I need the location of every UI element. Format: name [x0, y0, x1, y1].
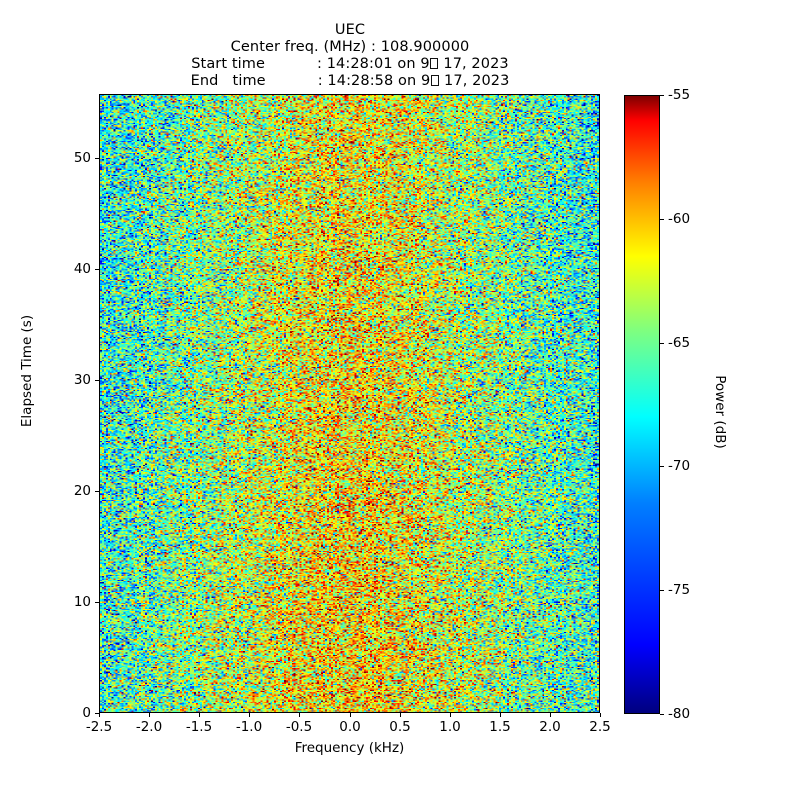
x-axis-tick-label: 0.0	[339, 719, 361, 735]
x-axis-tick-label: -1.5	[185, 719, 213, 735]
x-axis-tick	[249, 713, 250, 717]
title-start-time-tail: 17, 2023	[438, 56, 509, 72]
y-axis-tick-label: 0	[82, 705, 91, 721]
y-axis-tick	[95, 269, 99, 270]
title-end-time-label: End time	[190, 73, 266, 89]
y-axis-tick	[95, 713, 99, 714]
figure-title-block: UEC Center freq. (MHz) : 108.900000 Star…	[0, 22, 700, 90]
spectrogram-heatmap	[100, 95, 599, 712]
y-axis-tick-label: 50	[73, 150, 91, 166]
x-axis-tick	[199, 713, 200, 717]
colorbar-tick-label: -65	[668, 335, 691, 351]
y-axis-tick	[95, 602, 99, 603]
x-axis-tick	[400, 713, 401, 717]
title-start-time-label: Start time	[191, 56, 266, 72]
y-axis-tick-label: 20	[73, 483, 91, 499]
plot-axes	[99, 94, 600, 713]
x-axis-tick-label: -2.0	[135, 719, 163, 735]
x-axis-tick	[350, 713, 351, 717]
x-axis-tick-label: 2.0	[539, 719, 561, 735]
title-end-time-value: : 14:28:58 on 9	[317, 73, 431, 89]
title-station: UEC	[334, 22, 366, 38]
colorbar-tick	[660, 714, 664, 715]
colorbar-label: Power (dB)	[712, 375, 728, 449]
x-axis-tick-label: 2.5	[589, 719, 611, 735]
colorbar-tick-label: -70	[668, 458, 691, 474]
x-axis-tick	[450, 713, 451, 717]
title-end-time: End time : 14:28:58 on 9 17, 2023	[0, 73, 700, 90]
missing-glyph-icon	[430, 75, 439, 86]
x-axis-tick-label: 0.5	[389, 719, 411, 735]
x-axis-tick	[99, 713, 100, 717]
colorbar-tick-label: -60	[668, 211, 691, 227]
y-axis-tick	[95, 158, 99, 159]
missing-glyph-icon	[430, 58, 439, 69]
x-axis-tick	[299, 713, 300, 717]
x-axis-tick	[600, 713, 601, 717]
x-axis-tick-label: -1.0	[235, 719, 263, 735]
y-axis-tick	[95, 491, 99, 492]
title-start-time-value: : 14:28:01 on 9	[317, 56, 430, 72]
colorbar-tick	[660, 95, 664, 96]
x-axis-tick-label: -0.5	[285, 719, 313, 735]
x-axis-tick	[500, 713, 501, 717]
y-axis-tick-label: 40	[73, 261, 91, 277]
colorbar-tick-label: -75	[668, 582, 691, 598]
y-axis-tick-label: 10	[73, 594, 91, 610]
x-axis-tick-label: 1.5	[489, 719, 511, 735]
title-end-time-tail: 17, 2023	[439, 73, 510, 89]
title-start-time: Start time : 14:28:01 on 9 17, 2023	[0, 56, 700, 73]
x-axis-tick	[149, 713, 150, 717]
y-axis-tick-label: 30	[73, 372, 91, 388]
colorbar-tick	[660, 466, 664, 467]
colorbar-tick-label: -55	[668, 87, 691, 103]
colorbar-tick	[660, 219, 664, 220]
colorbar-tick	[660, 343, 664, 344]
x-axis-label: Frequency (kHz)	[294, 740, 405, 756]
title-center-frequency: Center freq. (MHz) : 108.900000	[230, 39, 470, 55]
x-axis-tick-label: -2.5	[85, 719, 113, 735]
colorbar-tick	[660, 590, 664, 591]
x-axis-tick	[550, 713, 551, 717]
x-axis-tick-label: 1.0	[439, 719, 461, 735]
colorbar-tick-label: -80	[668, 706, 691, 722]
y-axis-tick	[95, 380, 99, 381]
y-axis-label: Elapsed Time (s)	[19, 314, 35, 428]
power-colorbar	[624, 95, 660, 714]
